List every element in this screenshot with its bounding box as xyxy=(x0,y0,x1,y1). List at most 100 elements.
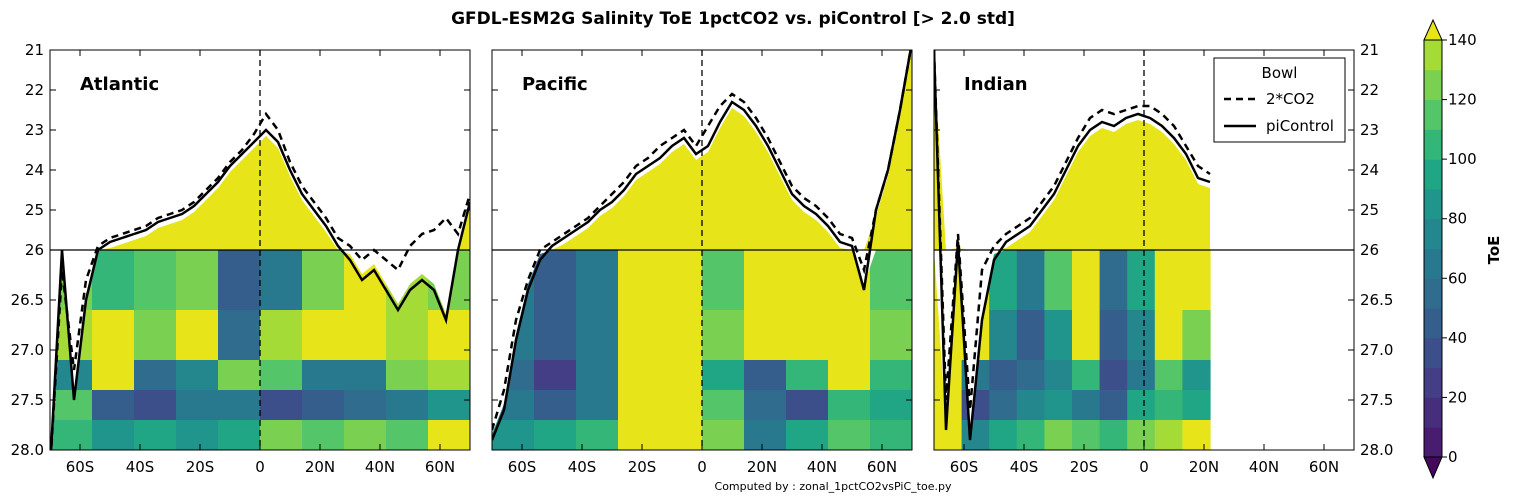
toe-cell xyxy=(786,250,829,311)
colorbar-segment xyxy=(1424,159,1442,190)
toe-cell xyxy=(660,420,703,450)
y-tick-label: 24 xyxy=(25,161,44,179)
toe-cell xyxy=(828,310,871,361)
toe-cell xyxy=(428,310,470,361)
colorbar-extend-min xyxy=(1423,456,1443,480)
colorbar-segment xyxy=(1424,427,1442,458)
colorbar-tick-label: 60 xyxy=(1448,269,1467,287)
toe-cell xyxy=(702,390,745,421)
toe-cell xyxy=(989,420,1018,450)
y-tick-label: 25 xyxy=(25,201,44,219)
toe-cell xyxy=(534,390,577,421)
toe-cell xyxy=(50,390,93,421)
x-tick-label: 20S xyxy=(628,458,657,476)
panel-atlantic: 60S 40S 20S 0 20N 40N 60N 21 22 23 24 25 26 26.5 27.0 2… xyxy=(11,41,471,476)
toe-cell xyxy=(428,420,470,450)
toe-cell xyxy=(260,250,303,311)
colorbar-segment xyxy=(1424,129,1442,160)
colorbar-frame xyxy=(1423,39,1443,458)
toe-cell xyxy=(1182,360,1211,391)
toe-cell xyxy=(618,310,661,361)
legend-entry: piControl xyxy=(1266,117,1334,135)
toe-cell xyxy=(828,390,871,421)
legend: Bowl 2*CO2 piControl xyxy=(1213,57,1346,143)
colorbar-segment xyxy=(1424,278,1442,309)
colorbar-segment xyxy=(1424,99,1442,130)
toe-cell xyxy=(870,390,912,421)
toe-cell xyxy=(744,310,787,361)
toe-cell xyxy=(961,420,990,450)
toe-cell xyxy=(989,310,1018,361)
toe-cell xyxy=(1099,250,1128,311)
toe-cell xyxy=(660,390,703,421)
y-tick-label: 27.0 xyxy=(1360,341,1393,359)
toe-cell xyxy=(134,310,177,361)
x-tick-label: 0 xyxy=(1139,458,1149,476)
bowl-2co2-line xyxy=(934,50,1211,411)
bowl-2co2-line xyxy=(492,50,912,431)
toe-cell xyxy=(260,420,303,450)
toe-cell xyxy=(92,310,135,361)
x-tick-label: 60S xyxy=(508,458,537,476)
toe-cell xyxy=(1016,360,1045,391)
toe-field xyxy=(934,56,1354,450)
toe-cell xyxy=(92,420,135,450)
toe-cell xyxy=(302,390,345,421)
colorbar-segment xyxy=(1424,188,1442,220)
colorbar-tick-label: 140 xyxy=(1448,31,1477,49)
toe-cell xyxy=(1016,310,1045,361)
x-tick-label: 20S xyxy=(1070,458,1099,476)
toe-cell xyxy=(1016,390,1045,421)
y-tick-label: 26.5 xyxy=(11,291,44,309)
bowl-curves xyxy=(934,50,1211,441)
toe-cell xyxy=(870,360,912,391)
toe-cell xyxy=(176,310,219,361)
toe-cell xyxy=(618,390,661,421)
colorbar-segment xyxy=(1424,218,1442,249)
toe-cell xyxy=(870,250,912,311)
toe-cell xyxy=(744,250,787,311)
toe-cell xyxy=(92,250,135,311)
colorbar-segment xyxy=(1424,308,1442,339)
toe-cell xyxy=(1044,250,1073,311)
colorbar-tick-label: 40 xyxy=(1448,329,1467,347)
panels: 60S 40S 20S 0 20N 40N 60N 21 22 23 24 25 26 26.5 27.0 2… xyxy=(11,41,1394,476)
basin-label: Pacific xyxy=(522,74,588,95)
x-tick-label: 20S xyxy=(186,458,215,476)
toe-cell xyxy=(576,420,619,450)
toe-cell xyxy=(618,420,661,450)
toe-cell xyxy=(1044,390,1073,421)
toe-cell xyxy=(702,360,745,391)
toe-cell xyxy=(1044,360,1073,391)
colorbar-segment xyxy=(1424,248,1442,279)
toe-cell xyxy=(1099,310,1128,361)
toe-cell xyxy=(576,360,619,391)
toe-cell xyxy=(786,390,829,421)
toe-cell xyxy=(176,390,219,421)
colorbar-tick-label: 80 xyxy=(1448,210,1467,228)
toe-cell xyxy=(1044,420,1073,450)
legend-title: Bowl xyxy=(1262,64,1298,82)
toe-cell xyxy=(1154,250,1183,311)
panel-pacific: 60S 40S 20S 0 20N 40N 60N Pacific xyxy=(491,49,913,476)
toe-cell xyxy=(660,250,703,311)
colorbar-segment xyxy=(1424,397,1442,428)
toe-cell xyxy=(576,390,619,421)
toe-cell xyxy=(786,310,829,361)
toe-cell xyxy=(1182,310,1211,361)
x-tick-label: 40N xyxy=(807,458,837,476)
y-tick-label: 26 xyxy=(1360,241,1379,259)
toe-cell xyxy=(176,250,219,311)
x-tick-label: 40N xyxy=(365,458,395,476)
y-tick-label: 26 xyxy=(25,241,44,259)
x-tick-label: 40N xyxy=(1249,458,1279,476)
y-tick-label: 27.0 xyxy=(11,341,44,359)
toe-cell xyxy=(134,250,177,311)
toe-cell xyxy=(1127,360,1156,391)
toe-cell xyxy=(1072,250,1101,311)
toe-cell xyxy=(870,420,912,450)
x-tick-label: 0 xyxy=(697,458,707,476)
x-tick-label: 20N xyxy=(747,458,777,476)
toe-cell xyxy=(1072,390,1101,421)
